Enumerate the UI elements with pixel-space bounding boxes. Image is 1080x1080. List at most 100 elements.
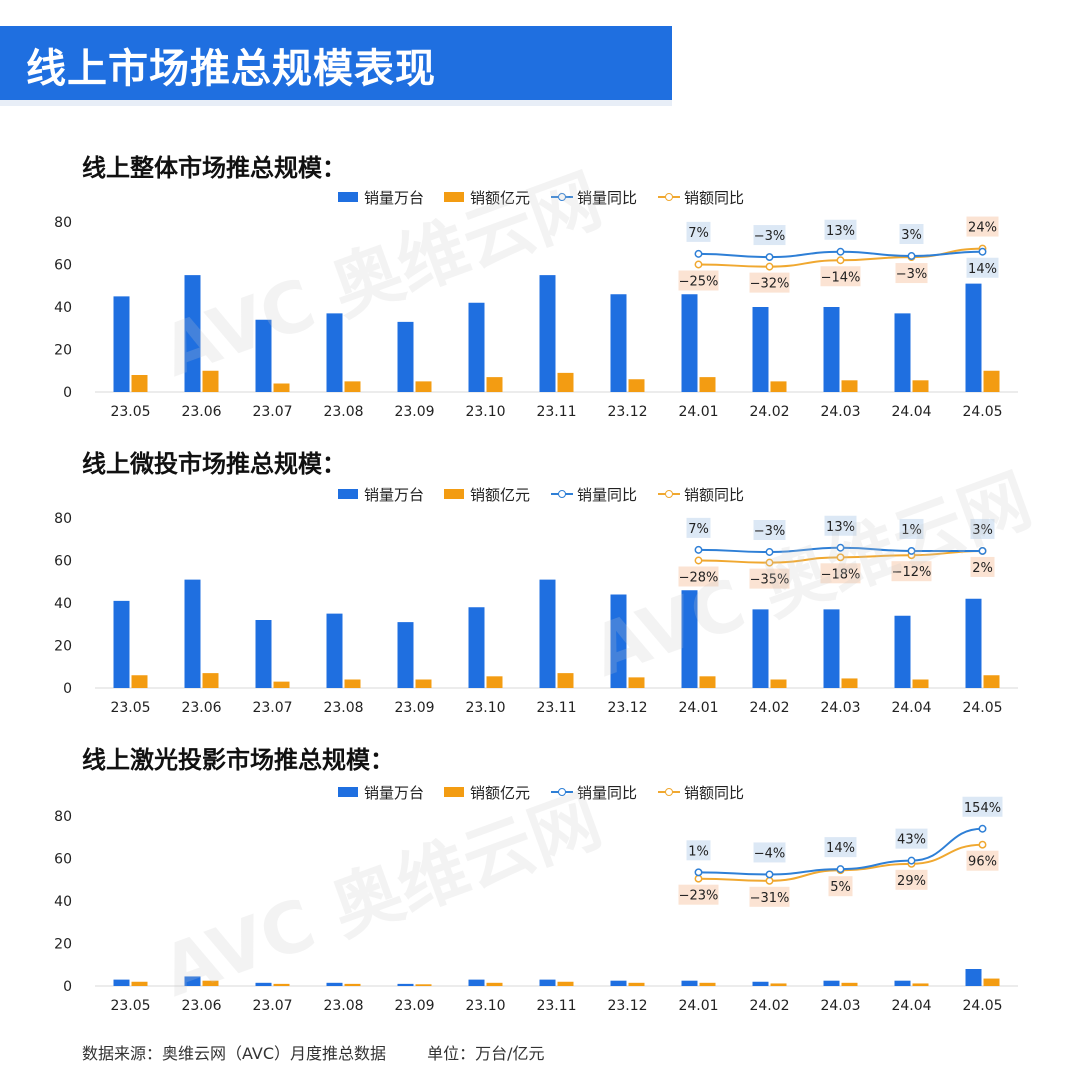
value-yoy-label: 2% [972,561,993,576]
chart-3-title: 线上激光投影市场推总规模： [82,746,394,774]
value-yoy-label-bg [678,566,719,587]
value-yoy-label: −35% [750,573,790,588]
volume-yoy-label-bg [753,520,786,540]
x-tick-label: 23.09 [394,998,434,1014]
volume-yoy-label-bg [962,796,1003,817]
x-tick-label: 23.08 [323,404,363,420]
bar-value [273,681,290,688]
bar-volume [326,313,343,392]
bar-value [415,984,432,986]
y-tick-label: 20 [54,639,72,655]
bar-volume [397,321,414,392]
volume-yoy-label: −3% [754,524,786,539]
volume-yoy-label: 7% [688,226,709,241]
bar-value [912,679,929,688]
value-yoy-label-bg [966,850,999,871]
bar-value [983,675,1000,688]
header-banner: 线上市场推总规模表现 [0,26,672,100]
y-tick-label: 20 [54,937,72,953]
bar-volume [610,594,627,688]
legend-swatch-value [444,192,464,202]
x-tick-label: 24.02 [749,404,789,420]
bar-volume [681,590,698,688]
chart-3-legend: 销量万台 销额亿元 销量同比 销额同比 [0,781,1080,803]
x-tick-label: 23.07 [252,998,292,1014]
value-yoy-label: 96% [968,855,997,870]
bar-value [983,370,1000,392]
bar-volume [468,979,485,986]
bar-volume [184,976,201,986]
x-tick-label: 23.09 [394,700,434,716]
bar-volume [681,980,698,986]
bar-volume [539,275,556,392]
value-yoy-label: −18% [821,567,861,582]
bar-value [344,983,361,986]
legend-line-value-yoy [658,193,680,201]
bar-volume [468,302,485,392]
bar-value [628,379,645,392]
value-yoy-label-bg [749,272,790,293]
x-tick-label: 23.09 [394,404,434,420]
legend-line-volume-yoy [551,490,573,498]
x-tick-label: 23.05 [110,404,150,420]
x-tick-label: 23.07 [252,404,292,420]
bar-value [628,982,645,986]
bar-value [699,377,716,392]
x-tick-label: 24.03 [820,700,860,716]
bar-volume [539,979,556,986]
y-tick-label: 80 [54,215,72,231]
volume-yoy-label-bg [899,518,924,539]
volume-yoy-point [978,546,987,555]
bar-value [557,372,574,392]
value-yoy-label: −25% [679,275,719,290]
volume-yoy-label-bg [686,840,711,861]
legend-line-value-yoy [658,788,680,796]
bar-volume [965,969,982,986]
legend-swatch-value [444,489,464,499]
bar-value [770,381,787,392]
chart-3-plot: 0 20 40 60 80 23.05 23.06 23.07 23.08 23.09 23.10 2… [54,796,1018,1014]
x-tick-label: 24.03 [820,404,860,420]
chart-1-plot: 0 20 40 60 80 23.05 23.06 23.07 23.08 23.09 23.10 2… [54,215,1018,420]
x-tick-label: 23.11 [536,998,576,1014]
x-tick-label: 23.10 [465,998,505,1014]
value-yoy-label: 29% [897,874,926,889]
bar-value [202,673,219,688]
legend-swatch-volume [338,192,358,202]
value-yoy-label-bg [678,884,719,905]
x-tick-label: 24.01 [678,404,718,420]
x-tick-label: 23.10 [465,700,505,716]
volume-yoy-label: 3% [972,523,993,538]
unit-note: 单位：万台/亿元 [427,1044,545,1063]
x-tick-label: 23.05 [110,998,150,1014]
bar-volume [255,982,272,986]
value-yoy-label-bg [966,216,999,237]
bar-value [699,982,716,986]
bar-volume [610,980,627,986]
bar-value [841,380,858,392]
value-yoy-label: −12% [892,565,932,580]
bar-volume [823,609,840,688]
bar-volume [610,294,627,392]
value-yoy-label-bg [828,876,853,897]
bar-value [557,673,574,688]
bar-volume [894,313,911,392]
x-tick-label: 24.03 [820,998,860,1014]
value-yoy-point [765,262,774,271]
volume-yoy-label: 13% [826,520,855,535]
chart-1-legend: 销量万台 销额亿元 销量同比 销额同比 [0,186,1080,208]
bar-volume [184,579,201,688]
value-yoy-point [978,840,987,849]
bar-value [415,381,432,392]
x-tick-label: 24.05 [962,998,1002,1014]
bar-volume [894,980,911,986]
bar-volume [326,982,343,986]
bar-volume [397,983,414,986]
volume-yoy-point [765,548,774,556]
value-yoy-label: −3% [896,267,928,282]
volume-yoy-point [907,252,916,260]
y-tick-label: 60 [54,852,72,868]
y-tick-label: 0 [63,979,72,995]
volume-yoy-label: 7% [688,522,709,537]
bar-volume [823,307,840,392]
